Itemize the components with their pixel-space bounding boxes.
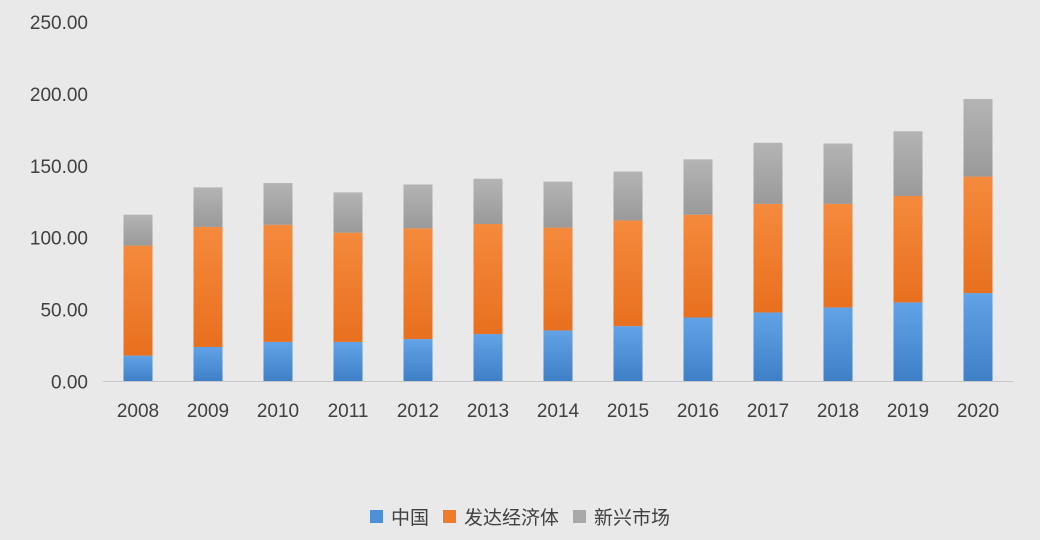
legend-swatch-中国 — [370, 510, 383, 523]
bar-segment-中国-2019 — [893, 302, 923, 382]
bar-segment-中国-2008 — [123, 355, 153, 382]
bar-segment-发达经济体-2015 — [613, 220, 643, 327]
bar-segment-新兴市场-2010 — [263, 183, 293, 225]
bar-segment-新兴市场-2013 — [473, 178, 503, 225]
bar-segment-中国-2014 — [543, 330, 573, 382]
bar-segment-发达经济体-2008 — [123, 245, 153, 356]
legend-label: 新兴市场 — [594, 507, 670, 529]
bar-segment-中国-2010 — [263, 341, 293, 382]
bar-segment-新兴市场-2017 — [753, 142, 783, 204]
bar-segment-中国-2011 — [333, 341, 363, 382]
x-tick-label: 2017 — [747, 401, 789, 422]
x-axis: 2008 2009 2010 2011 2012 2013 2014 2015 2016 2017… — [117, 401, 999, 422]
bar-segment-新兴市场-2018 — [823, 143, 853, 204]
y-tick-label: 250.00 — [30, 13, 88, 34]
x-tick-label: 2013 — [467, 401, 509, 422]
bar-segment-新兴市场-2009 — [193, 187, 223, 227]
bar-segment-发达经济体-2013 — [473, 224, 503, 335]
y-tick-label: 150.00 — [30, 157, 88, 178]
x-tick-label: 2018 — [817, 401, 859, 422]
bar-segment-发达经济体-2019 — [893, 195, 923, 303]
bar-segment-新兴市场-2015 — [613, 171, 643, 221]
x-tick-label: 2009 — [187, 401, 229, 422]
bar-segment-发达经济体-2014 — [543, 227, 573, 331]
x-tick-label: 2019 — [887, 401, 929, 422]
y-axis: 0.00 50.00 100.00 150.00 200.00 250.00 — [30, 13, 88, 394]
legend-swatch-发达经济体 — [443, 510, 456, 523]
x-tick-label: 2010 — [257, 401, 299, 422]
bar-segment-新兴市场-2014 — [543, 181, 573, 228]
bar-segment-新兴市场-2016 — [683, 159, 713, 215]
bar-segment-发达经济体-2018 — [823, 203, 853, 308]
bar-segment-新兴市场-2008 — [123, 214, 153, 246]
bar-segment-发达经济体-2020 — [963, 176, 993, 294]
bar-segment-新兴市场-2020 — [963, 98, 993, 177]
bar-segment-中国-2016 — [683, 317, 713, 382]
y-tick-label: 0.00 — [51, 373, 88, 394]
bar-segment-中国-2017 — [753, 312, 783, 382]
legend-label: 中国 — [391, 507, 429, 529]
bar-segment-中国-2009 — [193, 346, 223, 382]
x-tick-label: 2020 — [957, 401, 999, 422]
bar-segment-中国-2012 — [403, 339, 433, 382]
x-tick-label: 2015 — [607, 401, 649, 422]
bar-segment-发达经济体-2011 — [333, 232, 363, 342]
legend-label: 发达经济体 — [464, 507, 559, 529]
bar-segment-发达经济体-2016 — [683, 214, 713, 318]
x-tick-label: 2011 — [328, 401, 369, 422]
bar-segment-新兴市场-2019 — [893, 131, 923, 196]
x-tick-label: 2012 — [397, 401, 439, 422]
x-tick-label: 2014 — [537, 401, 580, 422]
y-tick-label: 100.00 — [30, 229, 88, 250]
bar-segment-新兴市场-2012 — [403, 184, 433, 229]
legend: 中国 发达经济体 新兴市场 — [370, 507, 670, 529]
bars — [123, 98, 993, 382]
bar-segment-发达经济体-2009 — [193, 226, 223, 347]
bar-segment-中国-2018 — [823, 307, 853, 382]
bar-segment-中国-2020 — [963, 293, 993, 382]
legend-swatch-新兴市场 — [573, 510, 586, 523]
bar-segment-发达经济体-2017 — [753, 203, 783, 313]
bar-segment-中国-2013 — [473, 334, 503, 382]
bar-segment-发达经济体-2010 — [263, 224, 293, 342]
bar-segment-中国-2015 — [613, 326, 643, 382]
y-tick-label: 200.00 — [30, 85, 88, 106]
x-tick-label: 2008 — [117, 401, 159, 422]
bar-segment-新兴市场-2011 — [333, 192, 363, 233]
bar-segment-发达经济体-2012 — [403, 228, 433, 340]
y-tick-label: 50.00 — [40, 301, 88, 322]
x-tick-label: 2016 — [677, 401, 719, 422]
